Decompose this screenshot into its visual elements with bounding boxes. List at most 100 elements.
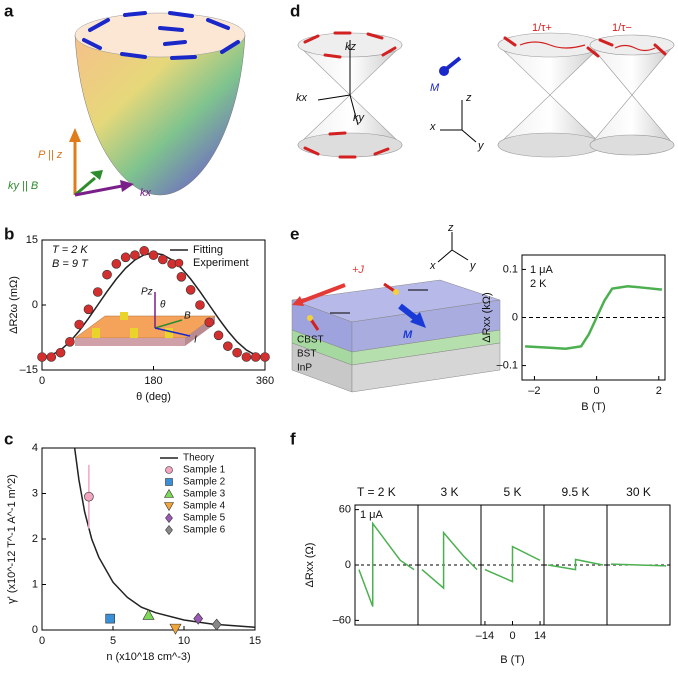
x-tick-label: 15 [249, 635, 261, 647]
axis-label: z [465, 92, 472, 104]
marker [102, 269, 112, 280]
marker [157, 254, 168, 265]
legend-label: Theory [183, 453, 214, 464]
axis-label: ky [353, 112, 366, 124]
y-axis-label: γ' (x10^-12 T^-1 A^-1 m^2) [6, 474, 18, 604]
marker [176, 272, 187, 282]
scattering-arrows [519, 41, 656, 52]
x-tick-label: 0 [509, 630, 515, 642]
panel-label: c [4, 429, 13, 448]
magnetization-label: M [403, 329, 413, 341]
panel-label: b [4, 224, 14, 243]
marker [139, 246, 150, 256]
annotation: 1 μA [530, 264, 554, 276]
panel-label: f [290, 429, 296, 448]
marker [83, 304, 94, 315]
x-tick-label: –2 [528, 385, 540, 397]
marker [105, 613, 115, 624]
y-tick-label: 60 [339, 504, 351, 516]
panel-label: d [290, 1, 300, 20]
marker [211, 618, 222, 631]
marker [111, 259, 122, 269]
legend-marker [165, 513, 173, 523]
x-axis-label: n (x10^18 cm^-3) [106, 651, 190, 663]
marker [204, 317, 215, 328]
marker [185, 285, 196, 295]
axis-label: kx [140, 187, 152, 199]
axis-label: ky || B [8, 180, 38, 192]
marker [241, 352, 252, 362]
marker [37, 352, 47, 362]
marker [250, 352, 261, 362]
inset-label: B [184, 311, 191, 322]
legend-label: Sample 3 [183, 489, 226, 500]
data-line [421, 530, 478, 590]
y-tick-label: 0 [512, 311, 518, 323]
y-axis-label: ΔR2ω (mΩ) [8, 276, 20, 334]
marker [195, 300, 205, 310]
axes-arrows [69, 128, 134, 197]
marker [120, 252, 131, 263]
marker [46, 352, 57, 362]
data-line [610, 563, 667, 567]
panel-title: T = 2 K [357, 485, 396, 499]
magnetization-label: M [430, 82, 440, 94]
x-tick-label: 0 [594, 385, 600, 397]
y-axis-label: ΔRxx (Ω) [304, 543, 316, 588]
legend-marker [165, 525, 173, 535]
marker [65, 337, 75, 347]
data-line [525, 284, 663, 351]
marker [55, 347, 66, 358]
axis-label: y [477, 140, 485, 152]
axis-label: kx [296, 92, 308, 104]
legend-marker [174, 258, 184, 268]
inset-label: Pz [141, 287, 153, 298]
marker [213, 330, 224, 341]
panel-title: 30 K [626, 485, 651, 499]
legend-label: Sample 4 [183, 501, 226, 512]
panel-title: 3 K [440, 485, 458, 499]
marker [193, 612, 204, 625]
device-arrows [292, 232, 469, 331]
legend-label: Sample 5 [183, 513, 226, 524]
legend-marker [163, 488, 175, 498]
y-tick-label: 1 [32, 578, 38, 590]
k-axes [317, 40, 477, 143]
marker [169, 623, 182, 635]
legend-marker [163, 502, 175, 512]
x-tick-label: 14 [534, 630, 546, 642]
panel-title: 5 K [503, 485, 521, 499]
axis-label: kz [345, 41, 357, 53]
x-axis-label: B (T) [500, 654, 524, 666]
legend-marker [165, 466, 173, 474]
panel-title: 9.5 K [561, 485, 589, 499]
y-tick-label: 0 [345, 559, 351, 571]
rate-label: 1/τ+ [532, 22, 552, 34]
panel-label: e [290, 224, 299, 243]
x-tick-label: 0 [39, 375, 45, 387]
spin-arrows [303, 31, 667, 159]
annotation: 2 K [530, 278, 547, 290]
x-tick-label: 0 [39, 635, 45, 647]
data-line [73, 447, 256, 629]
marker [74, 319, 84, 330]
axis-label: x [429, 121, 436, 133]
data-line [484, 545, 541, 583]
y-tick-label: 4 [32, 442, 38, 454]
magnet [439, 56, 462, 76]
layer-label: InP [297, 363, 312, 374]
axis-label: P || z [38, 149, 63, 161]
layer-label: BST [297, 349, 316, 360]
legend-label: Sample 2 [183, 477, 226, 488]
y-tick-label: 0.1 [503, 263, 518, 275]
y-tick-label: 15 [26, 234, 38, 246]
legend-marker [165, 478, 173, 486]
annotation: B = 9 T [52, 258, 89, 270]
marker [223, 341, 233, 351]
x-axis-label: B (T) [581, 401, 605, 413]
y-tick-label: 0 [32, 299, 38, 311]
legend-label: Sample 1 [183, 465, 226, 476]
x-tick-label: 5 [110, 635, 116, 647]
legend-label: Experiment [193, 257, 249, 269]
